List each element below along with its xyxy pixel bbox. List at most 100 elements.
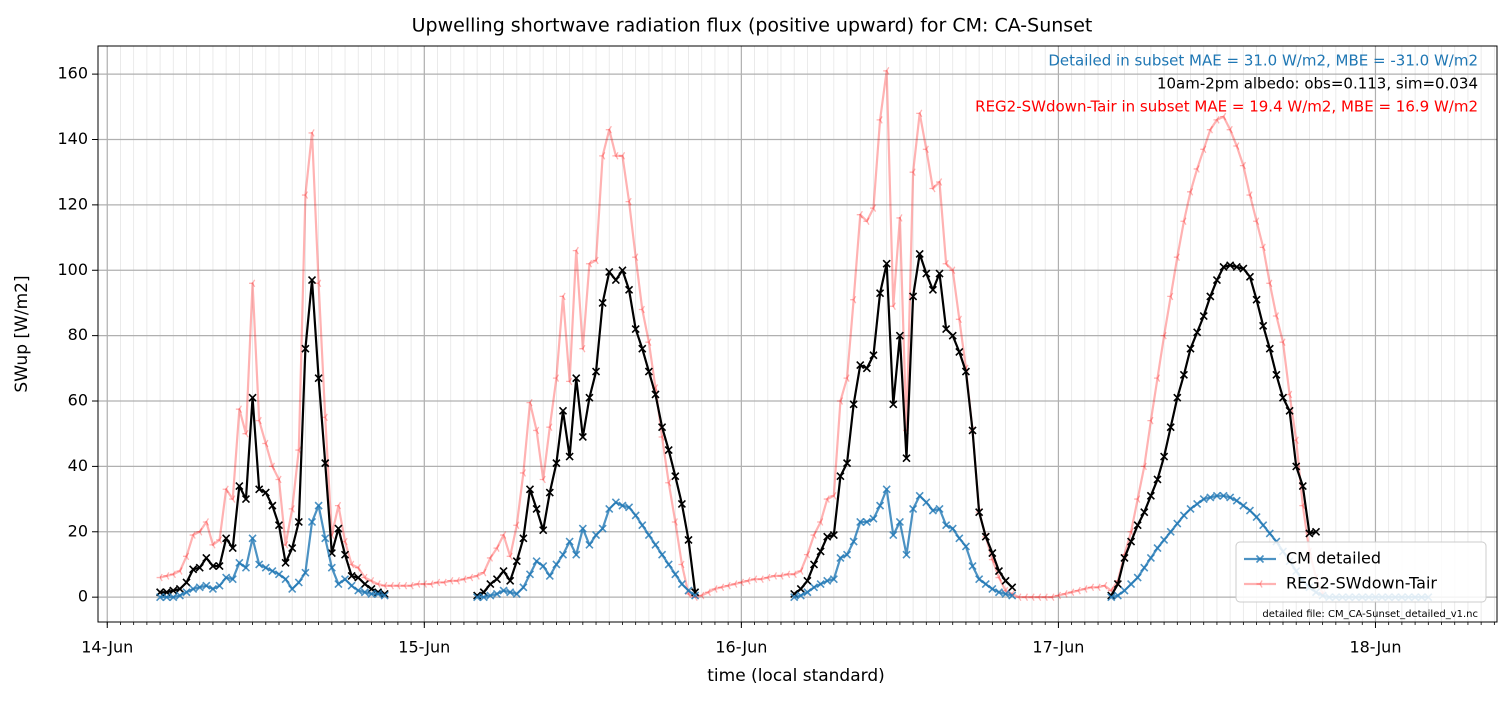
marker	[340, 575, 350, 584]
marker	[829, 575, 838, 584]
marker	[922, 269, 931, 278]
marker	[843, 374, 850, 382]
marker	[434, 578, 441, 587]
marker	[658, 423, 667, 432]
marker	[618, 266, 627, 275]
marker	[922, 498, 931, 507]
marker	[420, 580, 427, 588]
marker	[1265, 529, 1274, 538]
marker	[222, 573, 231, 582]
marker	[195, 583, 204, 592]
marker	[988, 584, 997, 594]
marker	[241, 563, 251, 572]
marker	[1140, 462, 1147, 471]
marker	[499, 566, 508, 576]
marker	[902, 550, 911, 559]
marker	[281, 558, 290, 567]
marker	[1219, 262, 1228, 272]
marker	[975, 508, 984, 517]
marker	[988, 548, 997, 558]
marker	[895, 517, 904, 527]
marker	[1259, 243, 1266, 252]
marker	[360, 588, 369, 597]
marker	[288, 544, 297, 553]
marker	[407, 581, 414, 590]
marker	[856, 210, 863, 219]
marker	[955, 534, 964, 543]
marker	[922, 145, 929, 154]
marker	[737, 578, 745, 587]
marker	[1140, 563, 1149, 572]
marker	[1113, 580, 1122, 589]
marker	[809, 583, 819, 592]
marker	[552, 459, 561, 468]
marker	[261, 488, 270, 497]
marker	[1232, 496, 1241, 505]
x-tick-label: 17-Jun	[1032, 638, 1084, 657]
marker	[942, 259, 949, 268]
marker	[539, 475, 546, 484]
marker	[500, 531, 507, 539]
marker	[334, 501, 342, 510]
marker	[308, 129, 315, 137]
marker	[624, 285, 634, 294]
marker	[1166, 527, 1175, 536]
marker	[202, 553, 211, 562]
marker	[928, 285, 937, 294]
marker	[611, 275, 620, 285]
marker	[1239, 161, 1247, 170]
marker	[1081, 585, 1088, 593]
marker	[1048, 593, 1055, 601]
y-tick-label: 140	[57, 129, 88, 148]
marker	[862, 517, 871, 527]
marker	[677, 499, 686, 509]
annotation: 10am-2pm albedo: obs=0.113, sim=0.034	[1157, 75, 1478, 93]
marker	[1199, 311, 1208, 321]
legend-label: REG2-SWdown-Tair	[1286, 574, 1437, 593]
marker	[896, 214, 903, 222]
marker	[836, 553, 845, 562]
marker	[598, 524, 607, 533]
marker	[208, 584, 217, 594]
marker	[414, 580, 421, 588]
marker	[895, 331, 904, 340]
marker	[255, 416, 262, 425]
marker	[842, 550, 852, 559]
marker	[183, 552, 190, 561]
marker	[829, 530, 838, 540]
marker	[216, 536, 223, 544]
marker	[889, 530, 898, 540]
marker	[229, 495, 236, 503]
marker	[301, 191, 309, 199]
marker	[981, 532, 990, 541]
marker	[506, 552, 513, 561]
marker	[189, 565, 198, 574]
marker	[268, 501, 277, 510]
marker	[823, 495, 830, 503]
marker	[1008, 591, 1017, 600]
axes-frame	[97, 45, 1498, 623]
marker	[968, 426, 977, 435]
marker	[374, 580, 381, 588]
marker	[862, 364, 871, 373]
marker	[1120, 586, 1129, 595]
marker	[915, 491, 924, 500]
marker	[228, 544, 237, 553]
marker	[327, 563, 336, 572]
marker	[506, 588, 515, 597]
marker	[823, 532, 832, 541]
marker	[572, 374, 581, 383]
marker	[599, 152, 606, 160]
marker	[1113, 591, 1122, 600]
marker	[1199, 495, 1208, 504]
marker	[565, 537, 574, 546]
marker	[281, 575, 290, 584]
marker	[1087, 583, 1095, 592]
marker	[163, 572, 170, 580]
marker	[1173, 253, 1180, 262]
marker	[301, 344, 310, 353]
marker	[592, 256, 599, 265]
x-tick-label: 15-Jun	[398, 638, 450, 657]
marker	[757, 575, 764, 584]
